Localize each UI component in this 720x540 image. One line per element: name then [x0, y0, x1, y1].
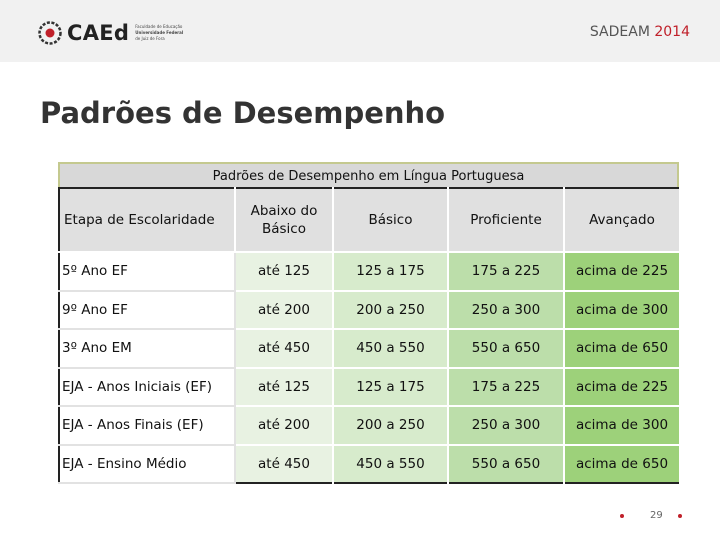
program-year: 2014: [654, 24, 690, 40]
logo-sub-line: de Juiz de Fora: [135, 36, 165, 41]
logo-subtitle: Faculdade de Educação Universidade Feder…: [135, 24, 183, 42]
footer-dot-icon: [678, 514, 682, 518]
stage-cell: EJA - Anos Finais (EF): [59, 406, 236, 446]
page-footer: 29: [620, 510, 690, 522]
level-cell: 550 a 650: [448, 444, 565, 483]
level-cell: 200 a 250: [333, 406, 449, 446]
page-title: Padrões de Desempenho: [40, 96, 446, 130]
level-cell: até 450: [235, 329, 334, 369]
caed-logo-icon: [38, 21, 62, 45]
table-row: 5º Ano EF até 125 125 a 175 175 a 225 ac…: [59, 252, 681, 292]
performance-table-container: Padrões de Desempenho em Língua Portugue…: [58, 162, 681, 484]
logo-sub-line: Universidade Federal: [135, 30, 184, 35]
level-cell: 175 a 225: [448, 367, 565, 407]
stage-cell: 3º Ano EM: [59, 329, 236, 369]
table-row: EJA - Anos Iniciais (EF) até 125 125 a 1…: [59, 367, 681, 407]
column-header: Avançado: [564, 188, 681, 253]
table-caption: Padrões de Desempenho em Língua Portugue…: [58, 162, 679, 187]
level-cell: até 200: [235, 406, 334, 446]
level-cell: 450 a 550: [333, 329, 449, 369]
column-header: Proficiente: [448, 188, 565, 253]
stage-cell: 9º Ano EF: [59, 290, 236, 330]
stage-cell: 5º Ano EF: [59, 252, 236, 292]
level-cell: 175 a 225: [448, 252, 565, 292]
level-cell: até 125: [235, 252, 334, 292]
column-header: Etapa de Escolaridade: [59, 188, 236, 253]
logo-sub-line: Faculdade de Educação: [135, 24, 183, 29]
table-row: EJA - Anos Finais (EF) até 200 200 a 250…: [59, 406, 681, 446]
logo-text: CAEd: [67, 21, 130, 45]
level-cell: 450 a 550: [333, 444, 449, 483]
table-header-row: Etapa de Escolaridade Abaixo do Básico B…: [59, 188, 681, 253]
level-cell: 250 a 300: [448, 406, 565, 446]
column-header: Básico: [333, 188, 449, 253]
program-name: SADEAM: [589, 24, 650, 40]
performance-table: Etapa de Escolaridade Abaixo do Básico B…: [58, 187, 681, 484]
level-cell: 125 a 175: [333, 252, 449, 292]
level-cell: acima de 225: [564, 252, 681, 292]
caed-logo: CAEd Faculdade de Educação Universidade …: [38, 18, 183, 48]
footer-dot-icon: [620, 514, 624, 518]
level-cell: 125 a 175: [333, 367, 449, 407]
stage-cell: EJA - Anos Iniciais (EF): [59, 367, 236, 407]
level-cell: acima de 225: [564, 367, 681, 407]
table-row: 9º Ano EF até 200 200 a 250 250 a 300 ac…: [59, 290, 681, 330]
level-cell: 250 a 300: [448, 290, 565, 330]
level-cell: até 200: [235, 290, 334, 330]
column-header: Abaixo do Básico: [235, 188, 334, 253]
level-cell: 550 a 650: [448, 329, 565, 369]
level-cell: acima de 650: [564, 329, 681, 369]
level-cell: 200 a 250: [333, 290, 449, 330]
page-number: 29: [650, 510, 663, 521]
table-row: 3º Ano EM até 450 450 a 550 550 a 650 ac…: [59, 329, 681, 369]
program-label: SADEAM 2014: [590, 24, 690, 40]
level-cell: acima de 300: [564, 406, 681, 446]
level-cell: até 125: [235, 367, 334, 407]
level-cell: acima de 650: [564, 444, 681, 483]
stage-cell: EJA - Ensino Médio: [59, 444, 236, 484]
header-band: [0, 0, 720, 62]
level-cell: acima de 300: [564, 290, 681, 330]
table-row: EJA - Ensino Médio até 450 450 a 550 550…: [59, 444, 681, 484]
level-cell: até 450: [235, 444, 334, 483]
